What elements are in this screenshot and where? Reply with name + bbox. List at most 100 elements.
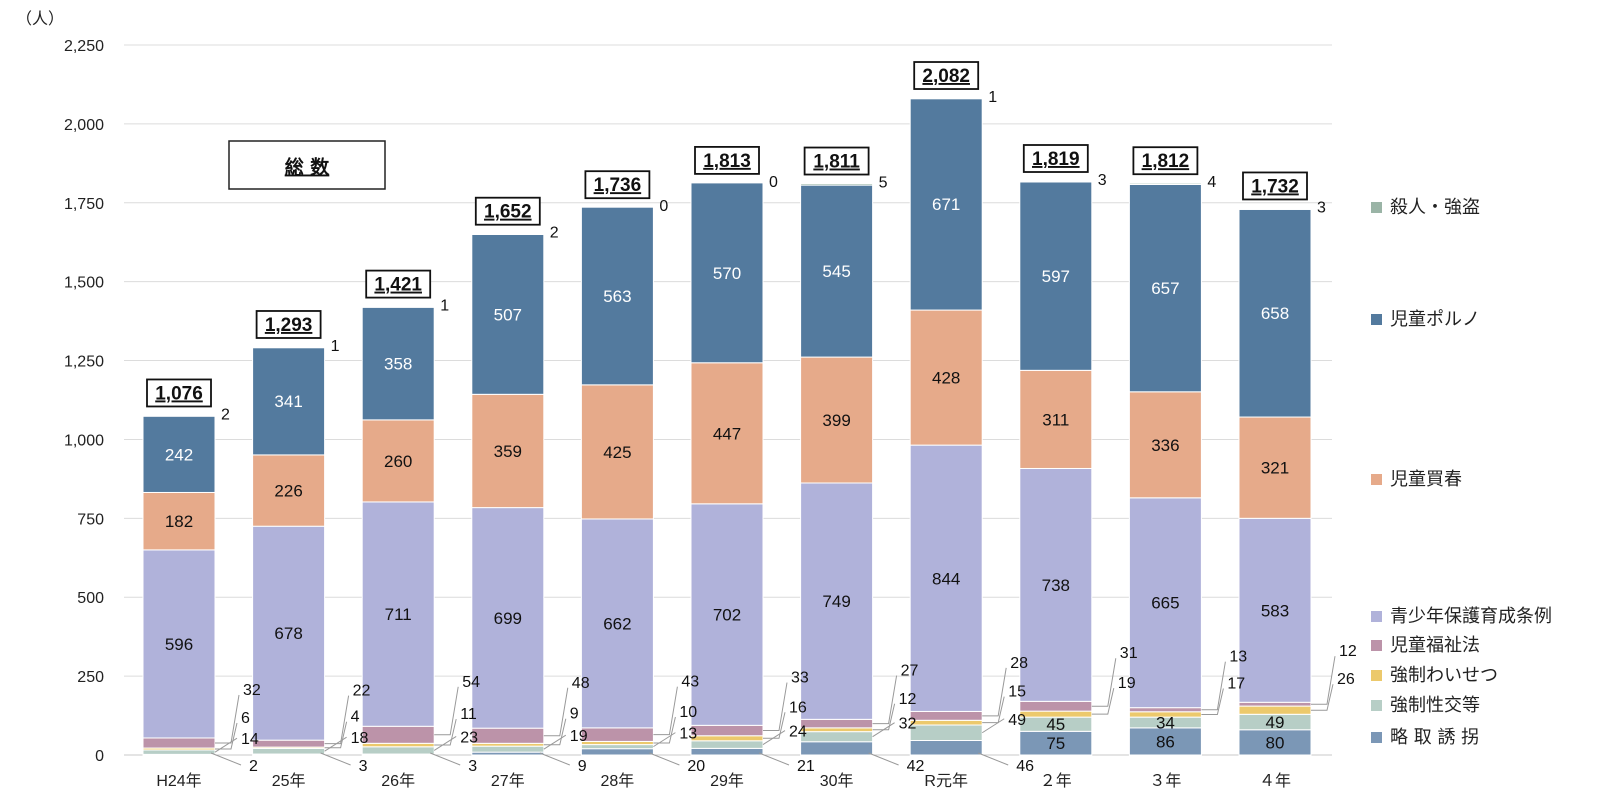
x-tick-label: 28年 bbox=[600, 772, 634, 790]
data-label: 311 bbox=[1042, 410, 1069, 429]
bar-segment bbox=[1128, 391, 1202, 499]
x-tick-label: ３年 bbox=[1149, 772, 1181, 790]
legend-label: 児童ポルノ bbox=[1390, 309, 1480, 330]
bar-segment bbox=[1019, 180, 1093, 183]
leader-line bbox=[1201, 661, 1226, 711]
total-label: 1,076 bbox=[155, 383, 203, 404]
total-label: 1,813 bbox=[703, 151, 751, 172]
data-label: 699 bbox=[494, 609, 522, 628]
data-label: 32 bbox=[243, 682, 261, 699]
data-label: 658 bbox=[1261, 304, 1289, 323]
data-label: 358 bbox=[384, 354, 412, 373]
bar-segment bbox=[690, 747, 764, 756]
y-tick-label: 1,250 bbox=[64, 354, 104, 371]
data-label: 3 bbox=[359, 758, 368, 775]
bar-segment bbox=[252, 346, 326, 349]
bars bbox=[142, 97, 1312, 756]
leader-line bbox=[324, 695, 350, 745]
leader-line bbox=[215, 722, 238, 750]
bar-segment bbox=[800, 731, 874, 743]
bar-segment bbox=[142, 737, 216, 749]
legend-swatch bbox=[1371, 314, 1382, 325]
unit-label: （人） bbox=[16, 9, 64, 28]
data-label: 34 bbox=[1156, 713, 1175, 732]
data-label: 749 bbox=[822, 592, 850, 611]
data-label: 16 bbox=[789, 699, 807, 716]
y-tick-label: 1,000 bbox=[64, 432, 104, 449]
data-label: 0 bbox=[659, 198, 668, 215]
data-label: 9 bbox=[578, 758, 587, 775]
data-label: 3 bbox=[1317, 199, 1326, 216]
bar-segment bbox=[690, 503, 764, 726]
bar-segment bbox=[1238, 208, 1312, 418]
y-tick-label: 500 bbox=[77, 590, 104, 607]
total-label: 1,421 bbox=[374, 275, 422, 296]
data-label: 702 bbox=[713, 606, 741, 625]
data-label: 15 bbox=[1008, 684, 1026, 701]
bar-segment bbox=[909, 724, 983, 741]
data-label: 10 bbox=[679, 704, 697, 721]
legend-label: 児童買春 bbox=[1390, 469, 1462, 490]
bar-segment bbox=[252, 525, 326, 741]
leader-line bbox=[762, 730, 786, 746]
bar-segment bbox=[1128, 707, 1202, 713]
leader-line bbox=[872, 703, 896, 731]
total-label: 1,652 bbox=[484, 202, 532, 223]
leader-line bbox=[1311, 684, 1334, 711]
total-label: 1,293 bbox=[265, 315, 313, 336]
leader-line bbox=[649, 752, 680, 766]
leader-line bbox=[763, 712, 786, 739]
leader-line bbox=[543, 734, 567, 750]
leader-line bbox=[210, 752, 242, 766]
data-label: 545 bbox=[822, 262, 850, 281]
total-box bbox=[1132, 146, 1199, 176]
total-label: 1,732 bbox=[1251, 176, 1299, 197]
x-axis: H24年 25年 26年 27年 28年 29年 30年 R元年 ２年 ３年 ４年 bbox=[156, 772, 1291, 790]
legend-swatch bbox=[1371, 474, 1382, 485]
chart-title: 総 数 bbox=[285, 156, 331, 179]
y-tick-label: 0 bbox=[95, 748, 104, 765]
leader-line bbox=[320, 752, 351, 766]
total-box bbox=[913, 61, 980, 90]
data-label: 597 bbox=[1042, 267, 1070, 286]
data-label: 28 bbox=[1010, 655, 1028, 672]
bar-segment bbox=[361, 501, 435, 727]
data-label: 31 bbox=[1120, 645, 1138, 662]
leader-line bbox=[653, 686, 678, 736]
leader-line bbox=[981, 718, 1005, 734]
data-label: 26 bbox=[1337, 671, 1355, 688]
data-label: 9 bbox=[570, 706, 579, 723]
bar-segment bbox=[1238, 416, 1312, 519]
bar-segment bbox=[471, 507, 545, 729]
data-label: 13 bbox=[679, 726, 697, 743]
x-tick-label: 29年 bbox=[710, 772, 744, 790]
legend-label: 強制性交等 bbox=[1390, 695, 1480, 716]
data-label: 3 bbox=[1098, 172, 1107, 189]
bar-segment bbox=[252, 739, 326, 748]
data-label: 80 bbox=[1266, 733, 1285, 752]
data-label: 18 bbox=[351, 730, 369, 747]
legend-swatch bbox=[1371, 670, 1382, 681]
data-label: 6 bbox=[241, 710, 250, 727]
total-label: 2,082 bbox=[922, 66, 970, 87]
legend-swatch bbox=[1371, 640, 1382, 651]
data-label: 671 bbox=[932, 195, 960, 214]
legend-swatch bbox=[1371, 732, 1382, 743]
leader-line bbox=[1091, 688, 1115, 715]
total-box bbox=[803, 146, 870, 176]
y-tick-label: 750 bbox=[77, 511, 104, 528]
data-label: 665 bbox=[1151, 594, 1179, 613]
leader-line bbox=[1311, 656, 1336, 705]
data-label: 4 bbox=[1207, 174, 1216, 191]
data-label: 657 bbox=[1151, 279, 1179, 298]
chart-title-box: 総 数 bbox=[228, 140, 386, 190]
data-label: 22 bbox=[353, 683, 371, 700]
bar-segment bbox=[690, 735, 764, 742]
data-label: 19 bbox=[1118, 675, 1136, 692]
bar-segment bbox=[361, 306, 435, 308]
data-label: 226 bbox=[274, 482, 302, 501]
data-label: 12 bbox=[899, 691, 917, 708]
bar-segment bbox=[800, 718, 874, 729]
data-label: 21 bbox=[797, 758, 815, 775]
